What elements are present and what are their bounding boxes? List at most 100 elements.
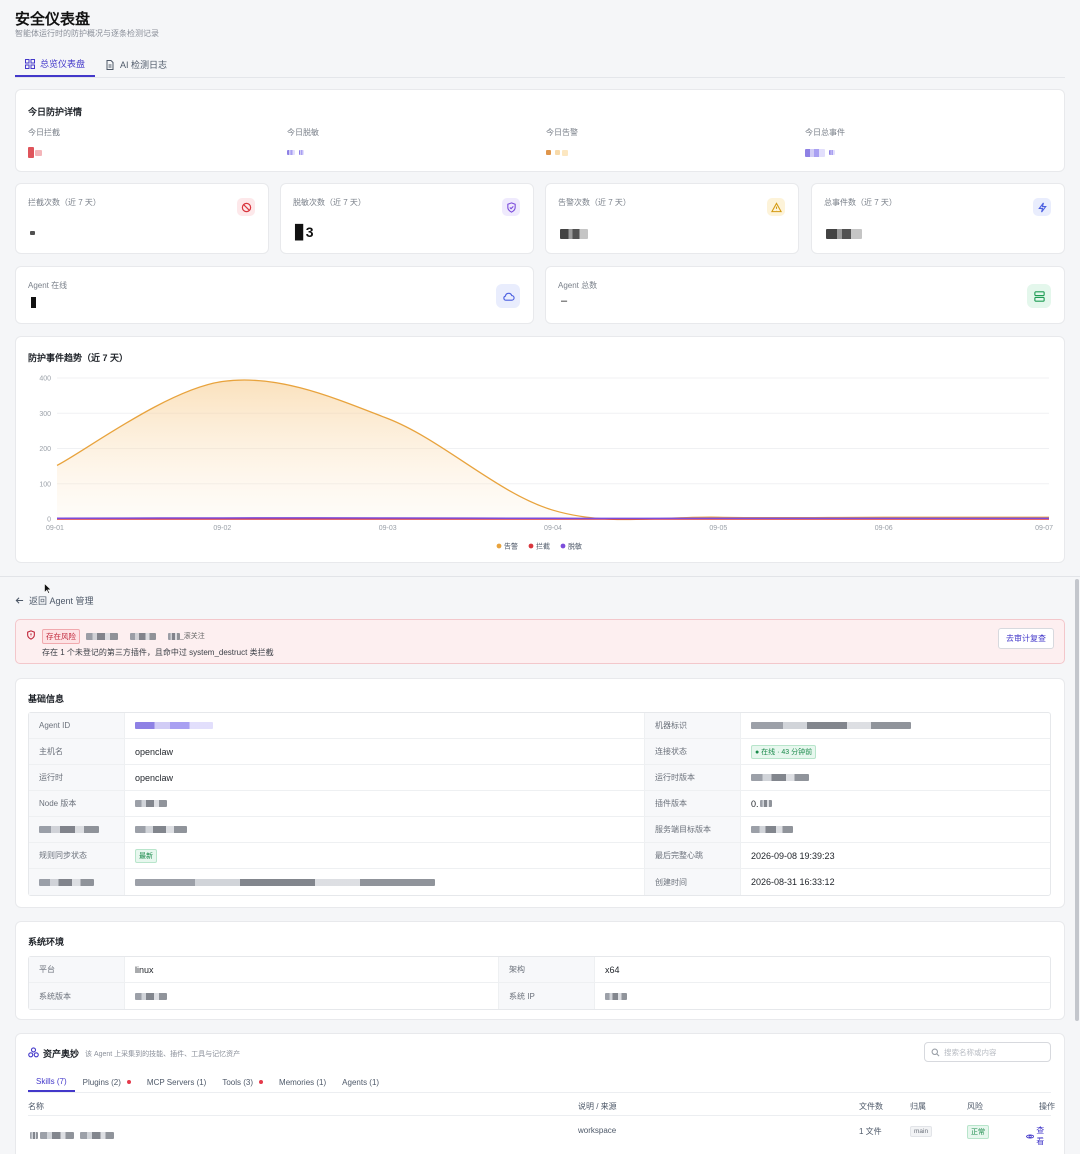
asset-tab-skills[interactable]: Skills (7) [28, 1072, 75, 1092]
audit-review-button[interactable]: 去审计复查 [998, 628, 1054, 649]
shield-alert-icon [27, 630, 35, 640]
legend-label[interactable]: 脱敏 [568, 542, 582, 551]
env-value [125, 983, 499, 1009]
redacted-value [751, 826, 793, 833]
today-card-title: 今日防护详情 [28, 107, 83, 117]
server-icon-box [1027, 284, 1051, 308]
basic-info-value-text: openclaw [135, 772, 174, 783]
basic-info-key: 规则同步状态 [29, 843, 125, 868]
asset-tab-label: Plugins (2) [82, 1077, 121, 1087]
row-name [30, 1128, 114, 1142]
shield-icon [506, 201, 516, 213]
basic-info-value-text: 最新 [135, 848, 157, 863]
basic-info-key-text: 主机名 [39, 747, 63, 756]
basic-info-value [741, 765, 1041, 790]
basic-info-section: 基础信息 Agent ID 机器标识 主机名 openclaw 连接状态 ● 在线 · 4… [15, 678, 1065, 908]
redacted-value [135, 992, 167, 1000]
system-env-row: 平台 linux 架构 x64 [29, 957, 1050, 983]
legend-dot [528, 543, 534, 549]
cloud-icon [502, 292, 515, 301]
today-block-value [28, 145, 60, 159]
series-line [56, 379, 1049, 521]
chart-title: 防护事件趋势（近 7 天） [28, 353, 129, 363]
assets-search-input[interactable]: 搜索名称或内容 [924, 1042, 1051, 1062]
env-key-text: 系统版本 [39, 991, 71, 1001]
block-icon [241, 202, 251, 212]
redacted-value [135, 722, 213, 729]
today-block-label: 今日拦截 [28, 128, 60, 137]
redacted-value [135, 826, 187, 833]
y-tick-label: 400 [39, 376, 51, 383]
asset-tab-label: Memories (1) [279, 1077, 327, 1087]
basic-info-value: 2026-09-08 19:39:23 [741, 843, 1041, 868]
redacted-value [39, 826, 99, 833]
asset-tab-plugins[interactable]: Plugins (2) [75, 1072, 139, 1092]
x-tick-label: 09-03 [379, 525, 397, 532]
basic-info-value-text: 0. [751, 798, 759, 809]
tab-overview[interactable]: 总览仪表盘 [15, 52, 96, 77]
basic-info-value: openclaw [125, 765, 645, 790]
system-env-section: 系统环境 平台 linux 架构 x64 系统版本 系统 IP [15, 921, 1065, 1020]
redacted-value [135, 878, 435, 886]
stat-mask-label: 脱敏次数（近 7 天） [293, 198, 366, 207]
agent-online-label: Agent 在线 [28, 281, 68, 290]
asset-tab-label: Tools (3) [222, 1077, 254, 1087]
today-total-label: 今日总事件 [805, 128, 845, 137]
system-env-table: 平台 linux 架构 x64 系统版本 系统 IP [28, 956, 1051, 1010]
basic-info-key: 机器标识 [645, 713, 741, 738]
basic-info-value [125, 869, 645, 895]
tab-ai-log[interactable]: AI 检测日志 [95, 52, 177, 77]
basic-info-key [29, 869, 125, 895]
asset-tab-tools[interactable]: Tools (3) [214, 1072, 271, 1092]
stat-alert-value [560, 226, 588, 240]
today-alert-label: 今日告警 [546, 128, 578, 137]
today-mask-value [287, 145, 319, 159]
risk-message: 存在 1 个未登记的第三方插件，且命中过 system_destruct 类拦截 [42, 648, 274, 657]
basic-info-value [125, 817, 645, 842]
asset-tab-mcp[interactable]: MCP Servers (1) [139, 1072, 214, 1092]
basic-info-row: Node 版本 插件版本 0. [29, 791, 1050, 817]
series-area-alert [57, 379, 1049, 520]
env-value-text: x64 [605, 964, 620, 975]
bolt-icon [1037, 202, 1047, 212]
env-key-text: 平台 [39, 965, 55, 974]
legend-label[interactable]: 拦截 [536, 542, 550, 551]
row-risk-badge: 正常 [967, 1125, 989, 1139]
mouse-cursor-icon [44, 583, 52, 594]
risk-dot-icon [126, 1080, 131, 1084]
system-env-row: 系统版本 系统 IP [29, 983, 1050, 1009]
basic-info-key: 运行时版本 [645, 765, 741, 790]
env-value: linux [125, 957, 499, 982]
today-alert-stat: 今日告警 [546, 127, 578, 159]
stat-total-label: 总事件数（近 7 天） [824, 198, 897, 207]
basic-info-value [125, 713, 645, 738]
env-key: 架构 [499, 957, 595, 982]
asset-tab-memories[interactable]: Memories (1) [271, 1072, 334, 1092]
redacted-value [135, 800, 167, 807]
basic-info-key-text: Node 版本 [39, 799, 77, 808]
asset-tabs: Skills (7) Plugins (2) MCP Servers (1) Tool… [28, 1072, 528, 1092]
env-value-text: linux [135, 964, 154, 975]
trend-chart: 0 100 200 300 400 09-01 09-02 09-03 09-04 09-05 09… [39, 376, 1053, 551]
today-block-stat: 今日拦截 [28, 127, 60, 159]
basic-info-value [741, 817, 1041, 842]
basic-info-key: 创建时间 [645, 869, 741, 895]
y-tick-label: 300 [39, 411, 51, 418]
basic-info-value-text: openclaw [135, 746, 174, 757]
stat-card-block: 拦截次数（近 7 天） [15, 183, 269, 254]
basic-info-key: Agent ID [29, 713, 125, 738]
table-row: workspace 1 文件 main 正常 查看 [28, 1120, 1051, 1147]
row-view-link[interactable]: 查看 [1026, 1125, 1051, 1147]
back-link[interactable]: 返回 Agent 管理 [15, 594, 94, 607]
assets-search-placeholder: 搜索名称或内容 [944, 1047, 997, 1057]
basic-info-value-text: 2026-08-31 16:33:12 [751, 877, 835, 887]
asset-tab-agents[interactable]: Agents (1) [334, 1072, 387, 1092]
basic-info-table: Agent ID 机器标识 主机名 openclaw 连接状态 ● 在线 · 43 分钟前… [28, 712, 1051, 896]
legend-label[interactable]: 告警 [504, 542, 518, 551]
x-tick-label: 09-02 [213, 525, 231, 532]
basic-info-key: 插件版本 [645, 791, 741, 816]
basic-info-key: Node 版本 [29, 791, 125, 816]
detail-scrollbar[interactable] [1075, 579, 1079, 1021]
page-subtitle: 智能体运行时的防护概况与逐条检测记录 [15, 29, 159, 38]
basic-info-key-text: 机器标识 [655, 721, 687, 730]
